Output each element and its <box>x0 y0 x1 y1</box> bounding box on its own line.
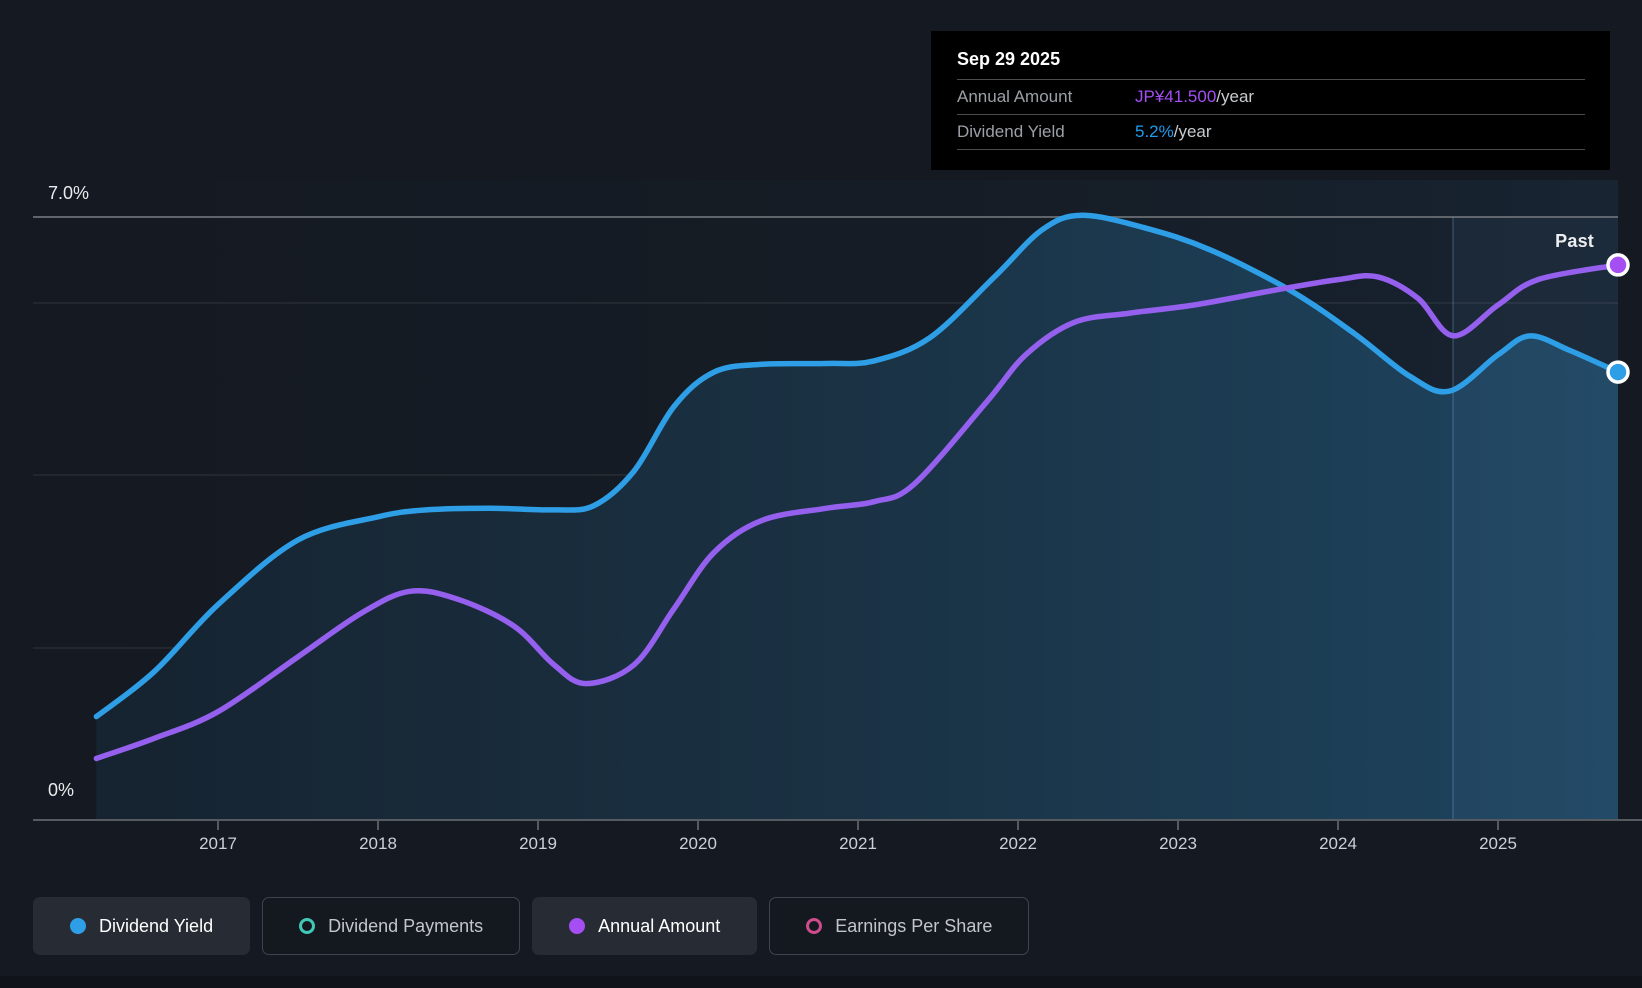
past-region-band <box>1453 217 1618 820</box>
y-axis-top-label: 7.0% <box>48 183 90 203</box>
legend-toggle-dividend-yield[interactable]: Dividend Yield <box>33 897 251 955</box>
dividend-yield-line <box>93 212 1621 720</box>
x-axis-ticks <box>217 821 1499 830</box>
legend-toggle-dividend-payments[interactable]: Dividend Payments <box>262 897 521 955</box>
legend-label: Annual Amount <box>598 915 721 936</box>
legend-toggle-earnings-per-share[interactable]: Earnings Per Share <box>769 897 1030 955</box>
tooltip-value-suffix: /year <box>1216 87 1255 106</box>
legend-label: Earnings Per Share <box>835 915 993 936</box>
tooltip-value: JP¥41.500 <box>1135 87 1217 106</box>
bottom-edge-strip <box>0 976 1642 988</box>
annual-amount-line <box>93 262 1621 762</box>
past-region-label: Past <box>1555 231 1594 251</box>
earnings-per-share-ring-icon <box>806 918 823 934</box>
legend-label: Dividend Yield <box>99 915 214 936</box>
tooltip-label: Dividend Yield <box>957 122 1065 141</box>
dividend-yield-area <box>96 215 1618 821</box>
tooltip-row-annual-amount: Annual Amount JP¥41.500/year <box>957 79 1585 114</box>
tooltip-row-dividend-yield: Dividend Yield 5.2%/year <box>957 114 1585 150</box>
tooltip-date: Sep 29 2025 <box>957 49 1061 69</box>
legend-label: Dividend Payments <box>328 915 484 936</box>
dividend-payments-ring-icon <box>299 918 316 934</box>
chart-tooltip: Sep 29 2025 Annual Amount JP¥41.500/year… <box>931 31 1610 170</box>
annual-amount-end-dot <box>1606 253 1630 277</box>
annual-amount-dot-icon <box>569 918 586 934</box>
dividend-yield-dot-icon <box>70 918 86 934</box>
tooltip-label: Annual Amount <box>957 87 1073 106</box>
legend-toggle-annual-amount[interactable]: Annual Amount <box>532 897 758 955</box>
y-axis-bottom-label: 0% <box>48 780 75 800</box>
legend: Dividend Yield Dividend Payments Annual … <box>33 897 1030 955</box>
dividend-yield-end-dot <box>1606 360 1630 384</box>
tooltip-value-suffix: /year <box>1173 122 1212 141</box>
tooltip-value: 5.2% <box>1135 122 1174 141</box>
